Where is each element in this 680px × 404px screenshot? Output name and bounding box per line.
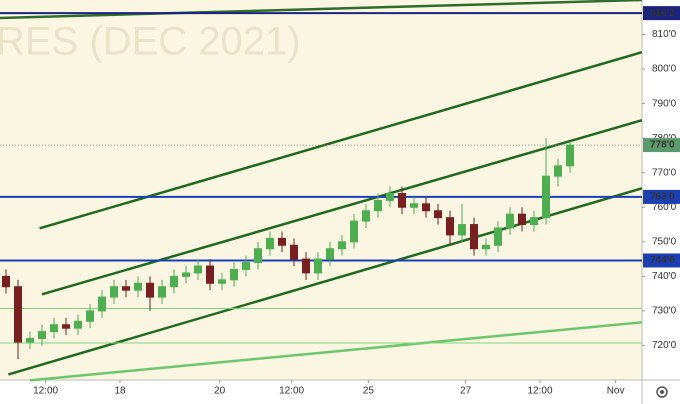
- last-price-tag: [643, 138, 680, 153]
- trend-line: [29, 321, 643, 382]
- candle-body: [410, 203, 418, 208]
- candle-body: [542, 175, 550, 219]
- candle-body: [506, 213, 514, 229]
- y-tick-label: 790'0: [652, 98, 677, 109]
- watermark: RES (DEC 2021): [0, 20, 301, 64]
- candle-body: [242, 262, 250, 270]
- y-tick-label: 730'0: [652, 306, 677, 317]
- candle-body: [86, 310, 94, 322]
- x-tick-label: 12:00: [33, 386, 58, 397]
- candle-body: [194, 265, 202, 274]
- candle-body: [302, 258, 310, 274]
- candle-body: [458, 224, 466, 236]
- candle-body: [338, 241, 346, 250]
- y-tick-label: 750'0: [652, 236, 677, 247]
- candle-body: [122, 286, 130, 291]
- trend-line: [39, 50, 643, 230]
- y-tick-label: 810'0: [652, 29, 677, 40]
- candle-body: [14, 286, 22, 343]
- candle-body: [26, 338, 34, 343]
- candle-body: [134, 282, 142, 291]
- candle-body: [482, 244, 490, 250]
- candle-body: [50, 324, 58, 333]
- y-tick-label: 740'0: [652, 271, 677, 282]
- candle-body: [110, 286, 118, 298]
- candle-body: [350, 220, 358, 243]
- candle-body: [218, 279, 226, 284]
- candle-body: [266, 237, 274, 250]
- candle-body: [278, 237, 286, 246]
- x-tick-label: 12:00: [527, 386, 552, 397]
- x-tick-label: 18: [114, 386, 126, 397]
- level-tag: [643, 6, 680, 21]
- candle-body: [182, 272, 190, 277]
- candle-body: [146, 282, 154, 298]
- trend-line: [0, 0, 643, 20]
- candle-body: [254, 248, 262, 264]
- gear[interactable]: [656, 386, 668, 398]
- time-axis: [0, 380, 642, 404]
- candle-body: [386, 192, 394, 201]
- y-tick-label: 800'0: [652, 64, 677, 75]
- gear-center[interactable]: [660, 390, 664, 394]
- x-tick-label: 25: [363, 386, 375, 397]
- level-tag: [643, 253, 680, 268]
- trend-line: [41, 119, 643, 296]
- candle-body: [98, 296, 106, 312]
- candle-body: [158, 286, 166, 298]
- candle-body: [230, 268, 238, 281]
- candle-body: [290, 244, 298, 260]
- level-label: 816'2: [650, 8, 675, 19]
- candle-body: [470, 224, 478, 250]
- x-tick-label: 27: [460, 386, 472, 397]
- settings-icon[interactable]: [656, 386, 668, 398]
- candle-body: [314, 258, 322, 274]
- candle-body: [74, 320, 82, 329]
- plot-area: [0, 0, 642, 380]
- x-tick-label: 12:00: [279, 386, 304, 397]
- candle-body: [530, 217, 538, 226]
- candle-body: [398, 192, 406, 208]
- level-label: 763'0: [650, 192, 675, 203]
- candle-body: [518, 213, 526, 226]
- candle-body: [326, 248, 334, 260]
- candle-body: [62, 324, 70, 329]
- y-tick-label: 760'0: [652, 202, 677, 213]
- x-tick-label: Nov: [607, 386, 625, 397]
- last-price-label: 778'0: [650, 140, 675, 151]
- candle-body: [434, 210, 442, 219]
- candle-body: [170, 275, 178, 288]
- candle-body: [446, 217, 454, 236]
- candle-body: [554, 165, 562, 177]
- level-tag: [643, 189, 680, 204]
- candle-body: [362, 210, 370, 222]
- candle-body: [566, 144, 574, 167]
- candle-body: [38, 331, 46, 340]
- candle-body: [494, 227, 502, 246]
- candle-body: [206, 265, 214, 284]
- y-tick-label: 770'0: [652, 167, 677, 178]
- x-tick-label: 20: [214, 386, 226, 397]
- candle-body: [422, 203, 430, 212]
- y-tick-label: 720'0: [652, 340, 677, 351]
- level-label: 744'6: [650, 255, 675, 266]
- candle-body: [2, 275, 10, 288]
- candle-body: [374, 199, 382, 212]
